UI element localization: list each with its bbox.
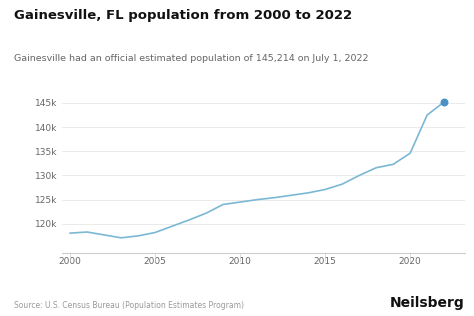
Point — [440, 100, 448, 105]
Text: Source: U.S. Census Bureau (Population Estimates Program): Source: U.S. Census Bureau (Population E… — [14, 301, 244, 310]
Text: Gainesville had an official estimated population of 145,214 on July 1, 2022: Gainesville had an official estimated po… — [14, 54, 369, 63]
Text: Neilsberg: Neilsberg — [390, 296, 465, 310]
Text: Gainesville, FL population from 2000 to 2022: Gainesville, FL population from 2000 to … — [14, 9, 352, 22]
